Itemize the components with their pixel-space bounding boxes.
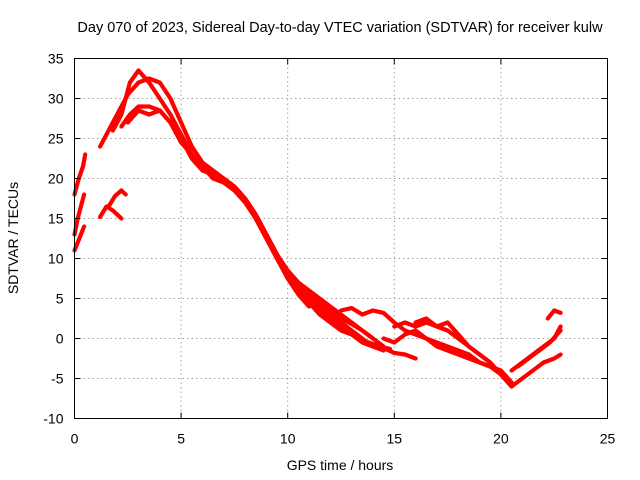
- series-arc-k: [281, 264, 393, 351]
- series-arc-c: [72, 152, 88, 197]
- y-tick-label: -10: [43, 411, 63, 427]
- series-arc-d: [97, 204, 124, 221]
- y-tick-label: -5: [51, 371, 64, 387]
- axis-ticks: 0 5 10 15 20 25 -10 -5 0 5 10 15 20 25 30 35: [43, 51, 615, 447]
- y-tick-label: 5: [56, 291, 64, 307]
- series-arc-e: [106, 188, 128, 209]
- series-arc-m: [381, 328, 514, 385]
- series-arc-o: [413, 316, 514, 389]
- series-arc-r: [545, 308, 563, 321]
- chart-title: Day 070 of 2023, Sidereal Day-to-day VTE…: [77, 20, 603, 36]
- series-arc-q: [515, 328, 563, 369]
- series-arc-i: [125, 108, 386, 349]
- y-tick-label: 30: [48, 91, 64, 107]
- y-tick-label: 0: [56, 331, 64, 347]
- y-axis-title: SDTVAR / TECUs: [5, 182, 21, 294]
- y-tick-label: 35: [48, 51, 64, 67]
- x-tick-label: 10: [280, 431, 296, 447]
- y-tick-label: 15: [48, 211, 64, 227]
- x-axis-title: GPS time / hours: [287, 457, 394, 473]
- y-tick-label: 10: [48, 251, 64, 267]
- x-tick-label: 25: [600, 431, 616, 447]
- x-tick-label: 15: [387, 431, 403, 447]
- series-arc-a: [72, 224, 87, 253]
- x-tick-label: 20: [493, 431, 509, 447]
- x-tick-label: 0: [71, 431, 79, 447]
- gridlines: [74, 58, 608, 419]
- y-tick-label: 25: [48, 131, 64, 147]
- series-arc-b: [72, 192, 87, 237]
- x-tick-label: 5: [177, 431, 185, 447]
- data-series: [72, 68, 563, 389]
- plot-frame: [74, 58, 608, 419]
- y-tick-label: 20: [48, 171, 64, 187]
